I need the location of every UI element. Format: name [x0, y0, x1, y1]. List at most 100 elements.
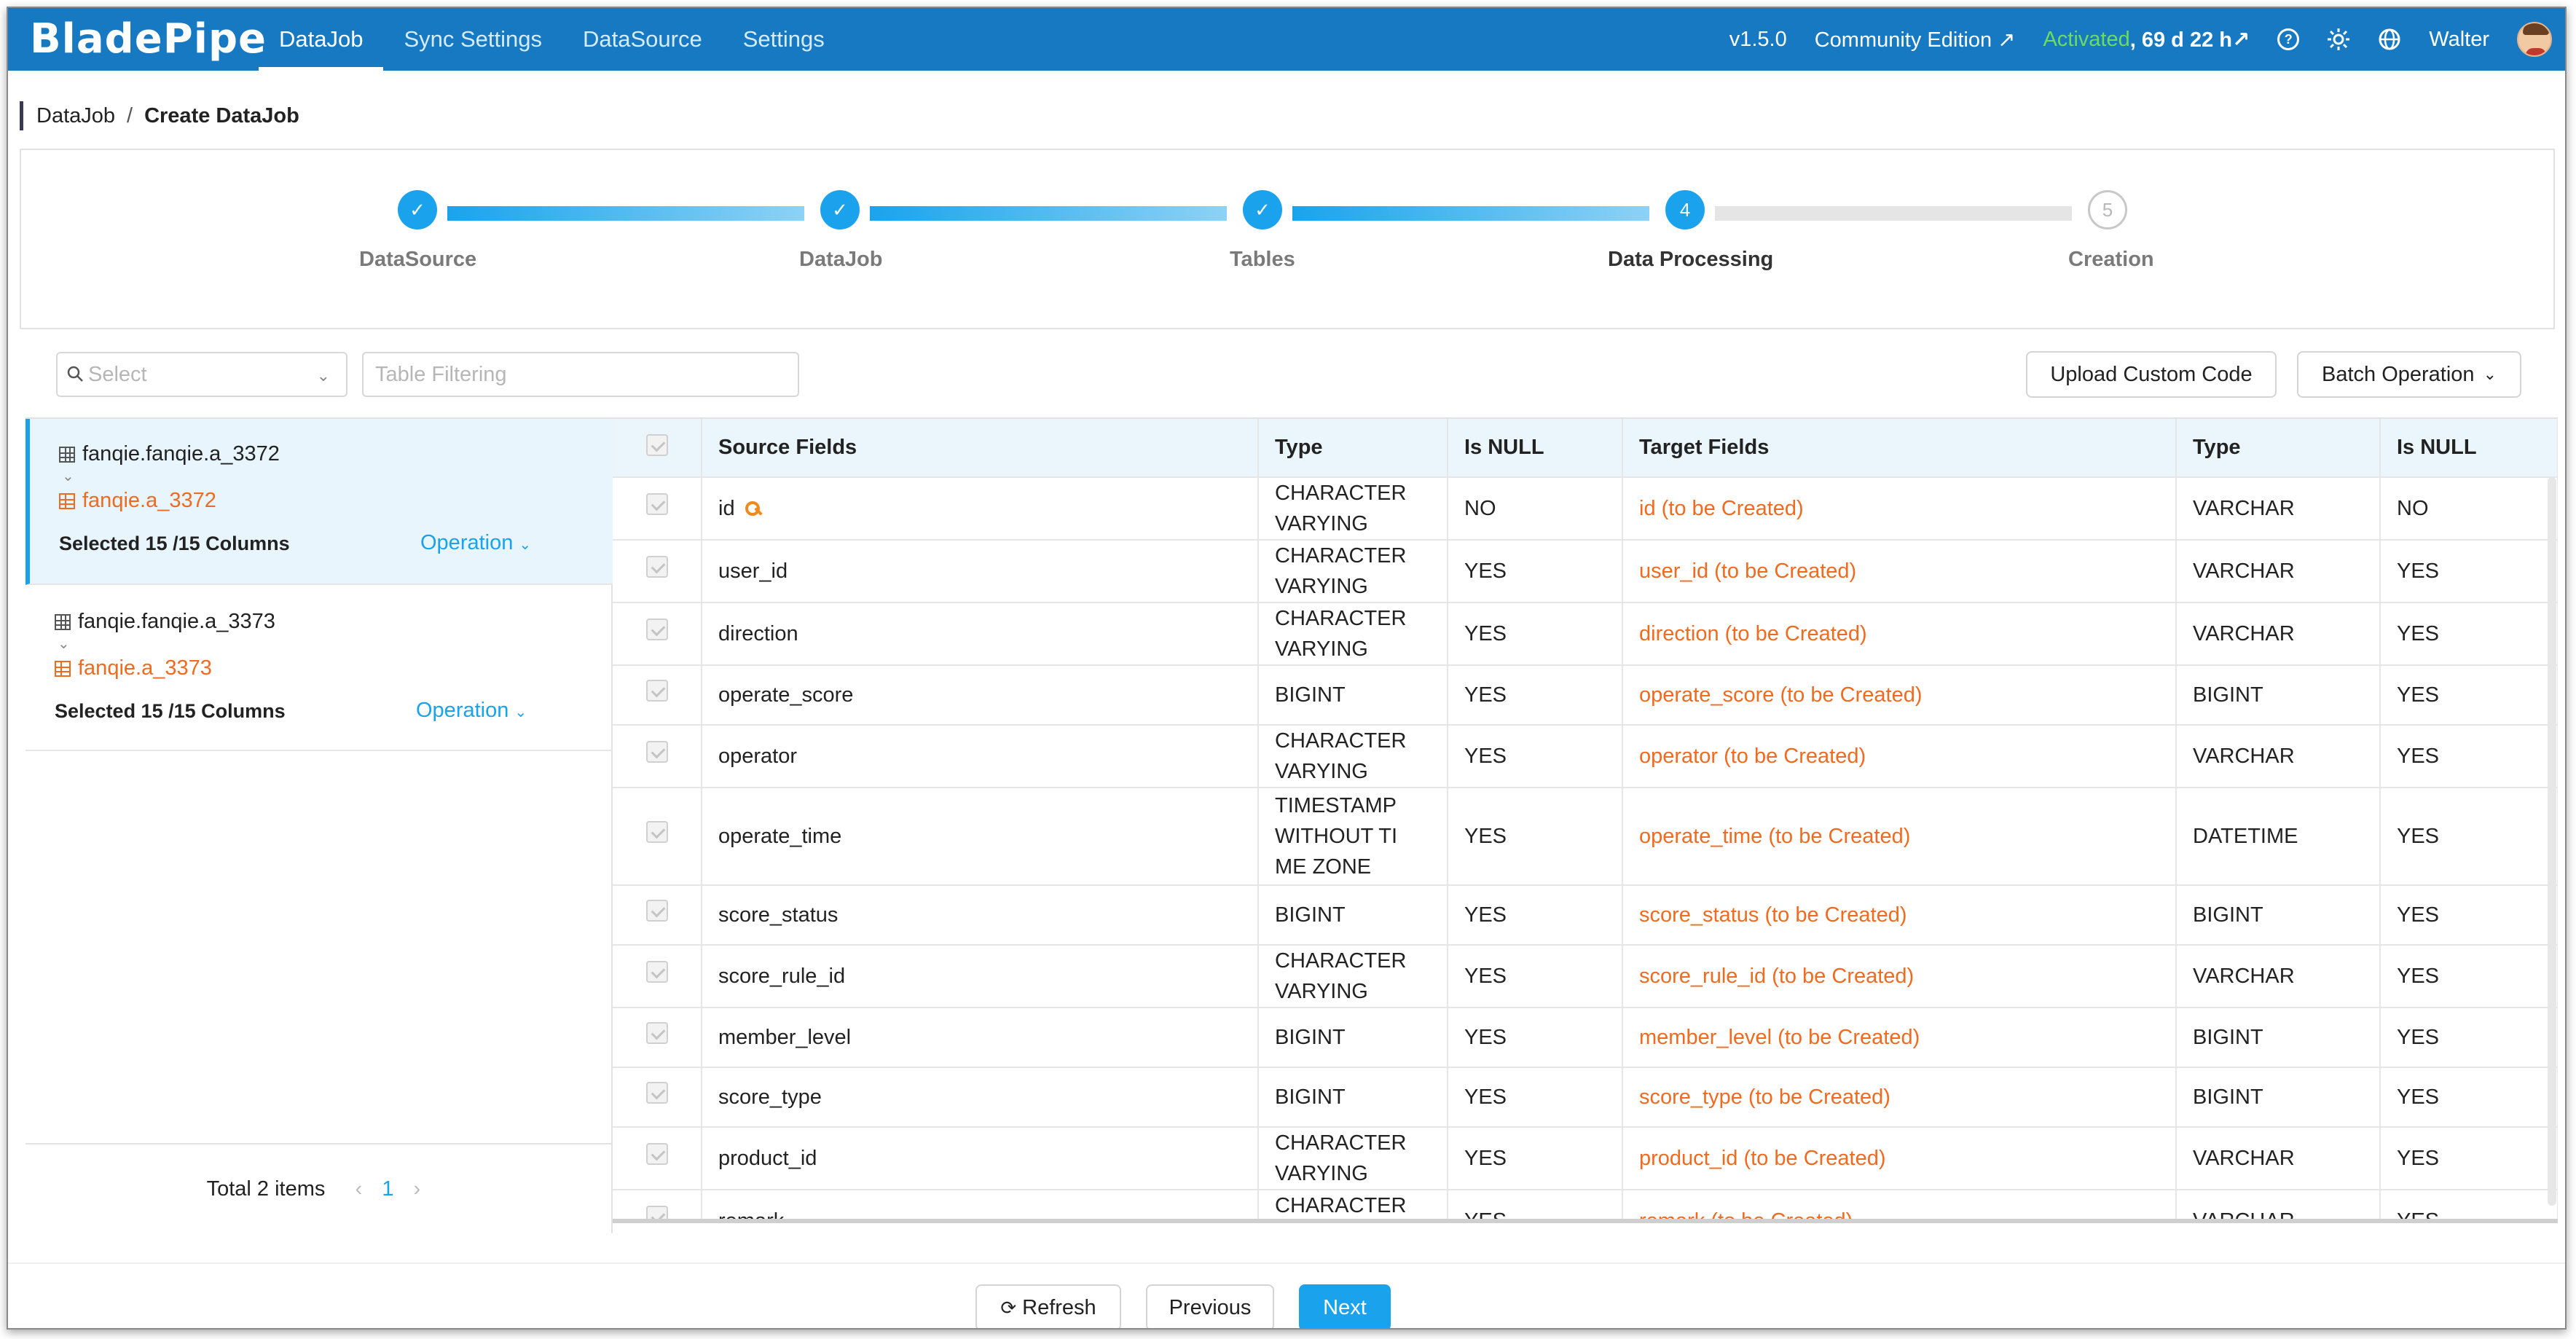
row-checkbox[interactable]	[613, 1067, 702, 1128]
language-globe-icon[interactable]	[2378, 28, 2401, 51]
select-all-checkbox[interactable]	[613, 419, 702, 478]
row-checkbox[interactable]	[613, 477, 702, 541]
batch-operation-button[interactable]: Batch Operation ⌄	[2297, 351, 2521, 398]
target-field: product_id (to be Created)	[1622, 1127, 2177, 1190]
page-number[interactable]: 1	[382, 1177, 394, 1201]
col-source-is-null: Is NULL	[1448, 419, 1623, 478]
target-is-null: YES	[2380, 602, 2558, 666]
brand-logo[interactable]: BladePipe	[30, 15, 267, 63]
user-name[interactable]: Walter	[2429, 27, 2489, 51]
target-is-null-text: YES	[2397, 1026, 2440, 1049]
activated-label: Activated	[2043, 27, 2130, 51]
row-checkbox[interactable]	[613, 945, 702, 1008]
nav-sync-settings[interactable]: Sync Settings	[404, 26, 543, 52]
vertical-scrollbar[interactable]	[2548, 477, 2556, 1206]
row-checkbox[interactable]	[613, 602, 702, 666]
table-row[interactable]: score_status BIGINT YES score_status (to be…	[613, 885, 2558, 946]
operation-dropdown[interactable]: Operation ⌄	[416, 699, 527, 722]
source-is-null-text: YES	[1464, 903, 1507, 927]
target-type: BIGINT	[2176, 1067, 2381, 1128]
license-status[interactable]: Activated , 69 d 22 h↗	[2043, 27, 2250, 52]
table-row[interactable]: member_level BIGINT YES member_level (to be…	[613, 1008, 2558, 1068]
top-nav-bar: BladePipe DataJob Sync Settings DataSour…	[8, 8, 2565, 71]
source-type-text: BIGINT	[1275, 903, 1346, 927]
prev-page-icon[interactable]: ‹	[355, 1177, 363, 1201]
row-checkbox[interactable]	[613, 885, 702, 946]
source-field: user_id	[702, 540, 1259, 603]
edition-link[interactable]: Community Edition ↗	[1814, 28, 2016, 52]
target-is-null-text: YES	[2397, 745, 2440, 768]
source-field: score_rule_id	[702, 945, 1259, 1008]
target-field-text: score_type (to be Created)	[1639, 1085, 1890, 1109]
source-type: BIGINT	[1258, 1067, 1448, 1128]
step-4-number: 4	[1665, 190, 1705, 229]
target-type: VARCHAR	[2176, 945, 2381, 1008]
row-checkbox[interactable]	[613, 725, 702, 788]
table-row[interactable]: direction CHARACTER VARYING YES direction (…	[613, 602, 2558, 666]
row-checkbox[interactable]	[613, 1008, 702, 1068]
target-is-null-text: YES	[2397, 903, 2440, 927]
target-is-null-text: YES	[2397, 1147, 2440, 1170]
table-row[interactable]: product_id CHARACTER VARYING YES product_id…	[613, 1127, 2558, 1190]
target-field-text: member_level (to be Created)	[1639, 1026, 1920, 1049]
source-is-null: YES	[1448, 1067, 1623, 1128]
horizontal-scrollbar[interactable]	[613, 1219, 2558, 1223]
breadcrumb-parent[interactable]: DataJob	[36, 103, 116, 127]
avatar[interactable]	[2517, 22, 2552, 57]
chevron-down-icon[interactable]: ⌄	[58, 636, 70, 652]
nav-datasource[interactable]: DataSource	[583, 26, 702, 52]
table-row[interactable]: score_rule_id CHARACTER VARYING YES score_r…	[613, 945, 2558, 1008]
nav-datajob[interactable]: DataJob	[259, 8, 384, 71]
next-button[interactable]: Next	[1299, 1284, 1391, 1328]
list-item[interactable]: fanqie.fanqie.a_3372 ⌄ fanqie.a_3372 Sel…	[25, 419, 613, 585]
source-type: CHARACTER VARYING	[1258, 1190, 1448, 1223]
source-field-text: score_type	[718, 1085, 822, 1109]
progress-steps: ✓ ✓ ✓ 4 5 DataSource DataJob Tables Data…	[20, 149, 2555, 329]
pagination: Total 2 items ‹ 1 ›	[25, 1143, 613, 1233]
source-field-text: id	[718, 497, 735, 520]
col-target-fields: Target Fields	[1622, 419, 2177, 478]
row-checkbox[interactable]	[613, 540, 702, 603]
table-select-dropdown[interactable]: Select ⌄	[56, 352, 347, 397]
previous-button[interactable]: Previous	[1146, 1284, 1274, 1328]
next-page-icon[interactable]: ›	[413, 1177, 421, 1201]
theme-sun-icon[interactable]	[2327, 28, 2350, 51]
source-type-text: CHARACTER VARYING	[1275, 1194, 1407, 1217]
table-list-panel: fanqie.fanqie.a_3372 ⌄ fanqie.a_3372 Sel…	[25, 417, 613, 1233]
table-filter-input[interactable]: Table Filtering	[362, 352, 799, 397]
target-type: VARCHAR	[2176, 602, 2381, 666]
nav-settings[interactable]: Settings	[742, 26, 825, 52]
list-item[interactable]: fanqie.fanqie.a_3373 ⌄ fanqie.a_3373 Sel…	[25, 585, 613, 751]
source-type: CHARACTER VARYING	[1258, 602, 1448, 666]
source-field: remark	[702, 1190, 1259, 1223]
target-type-text: BIGINT	[2193, 683, 2263, 707]
row-checkbox[interactable]	[613, 788, 702, 886]
table-row[interactable]: operator CHARACTER VARYING YES operator (to…	[613, 725, 2558, 788]
top-right-area: v1.5.0 Community Edition ↗ Activated , 6…	[1729, 8, 2565, 71]
chevron-down-icon[interactable]: ⌄	[62, 468, 74, 484]
table-row[interactable]: operate_time TIMESTAMP WITHOUT TI ME ZONE…	[613, 788, 2558, 886]
source-field: operate_score	[702, 665, 1259, 726]
target-is-null-text: YES	[2397, 559, 2440, 583]
step-label-datasource: DataSource	[359, 248, 477, 271]
target-is-null: YES	[2380, 665, 2558, 726]
source-is-null-text: NO	[1464, 497, 1496, 520]
table-row[interactable]: user_id CHARACTER VARYING YES user_id (to b…	[613, 540, 2558, 603]
source-type: BIGINT	[1258, 665, 1448, 726]
step-connector-4	[1715, 206, 2072, 221]
target-field: direction (to be Created)	[1622, 602, 2177, 666]
table-row[interactable]: operate_score BIGINT YES operate_score (to …	[613, 665, 2558, 726]
operation-dropdown[interactable]: Operation ⌄	[420, 531, 532, 554]
upload-custom-code-button[interactable]: Upload Custom Code	[2026, 351, 2277, 398]
table-row[interactable]: score_type BIGINT YES score_type (to be Cre…	[613, 1067, 2558, 1128]
refresh-label: Refresh	[1022, 1295, 1096, 1319]
table-row[interactable]: id CHARACTER VARYING NO id (to be Created) V…	[613, 477, 2558, 541]
help-icon[interactable]: ?	[2277, 28, 2300, 50]
row-checkbox[interactable]	[613, 665, 702, 726]
row-checkbox[interactable]	[613, 1127, 702, 1190]
refresh-button[interactable]: ⟳ Refresh	[975, 1284, 1121, 1328]
source-is-null-text: YES	[1464, 683, 1507, 707]
target-field-text: direction (to be Created)	[1639, 622, 1867, 645]
source-field-text: product_id	[718, 1147, 817, 1170]
